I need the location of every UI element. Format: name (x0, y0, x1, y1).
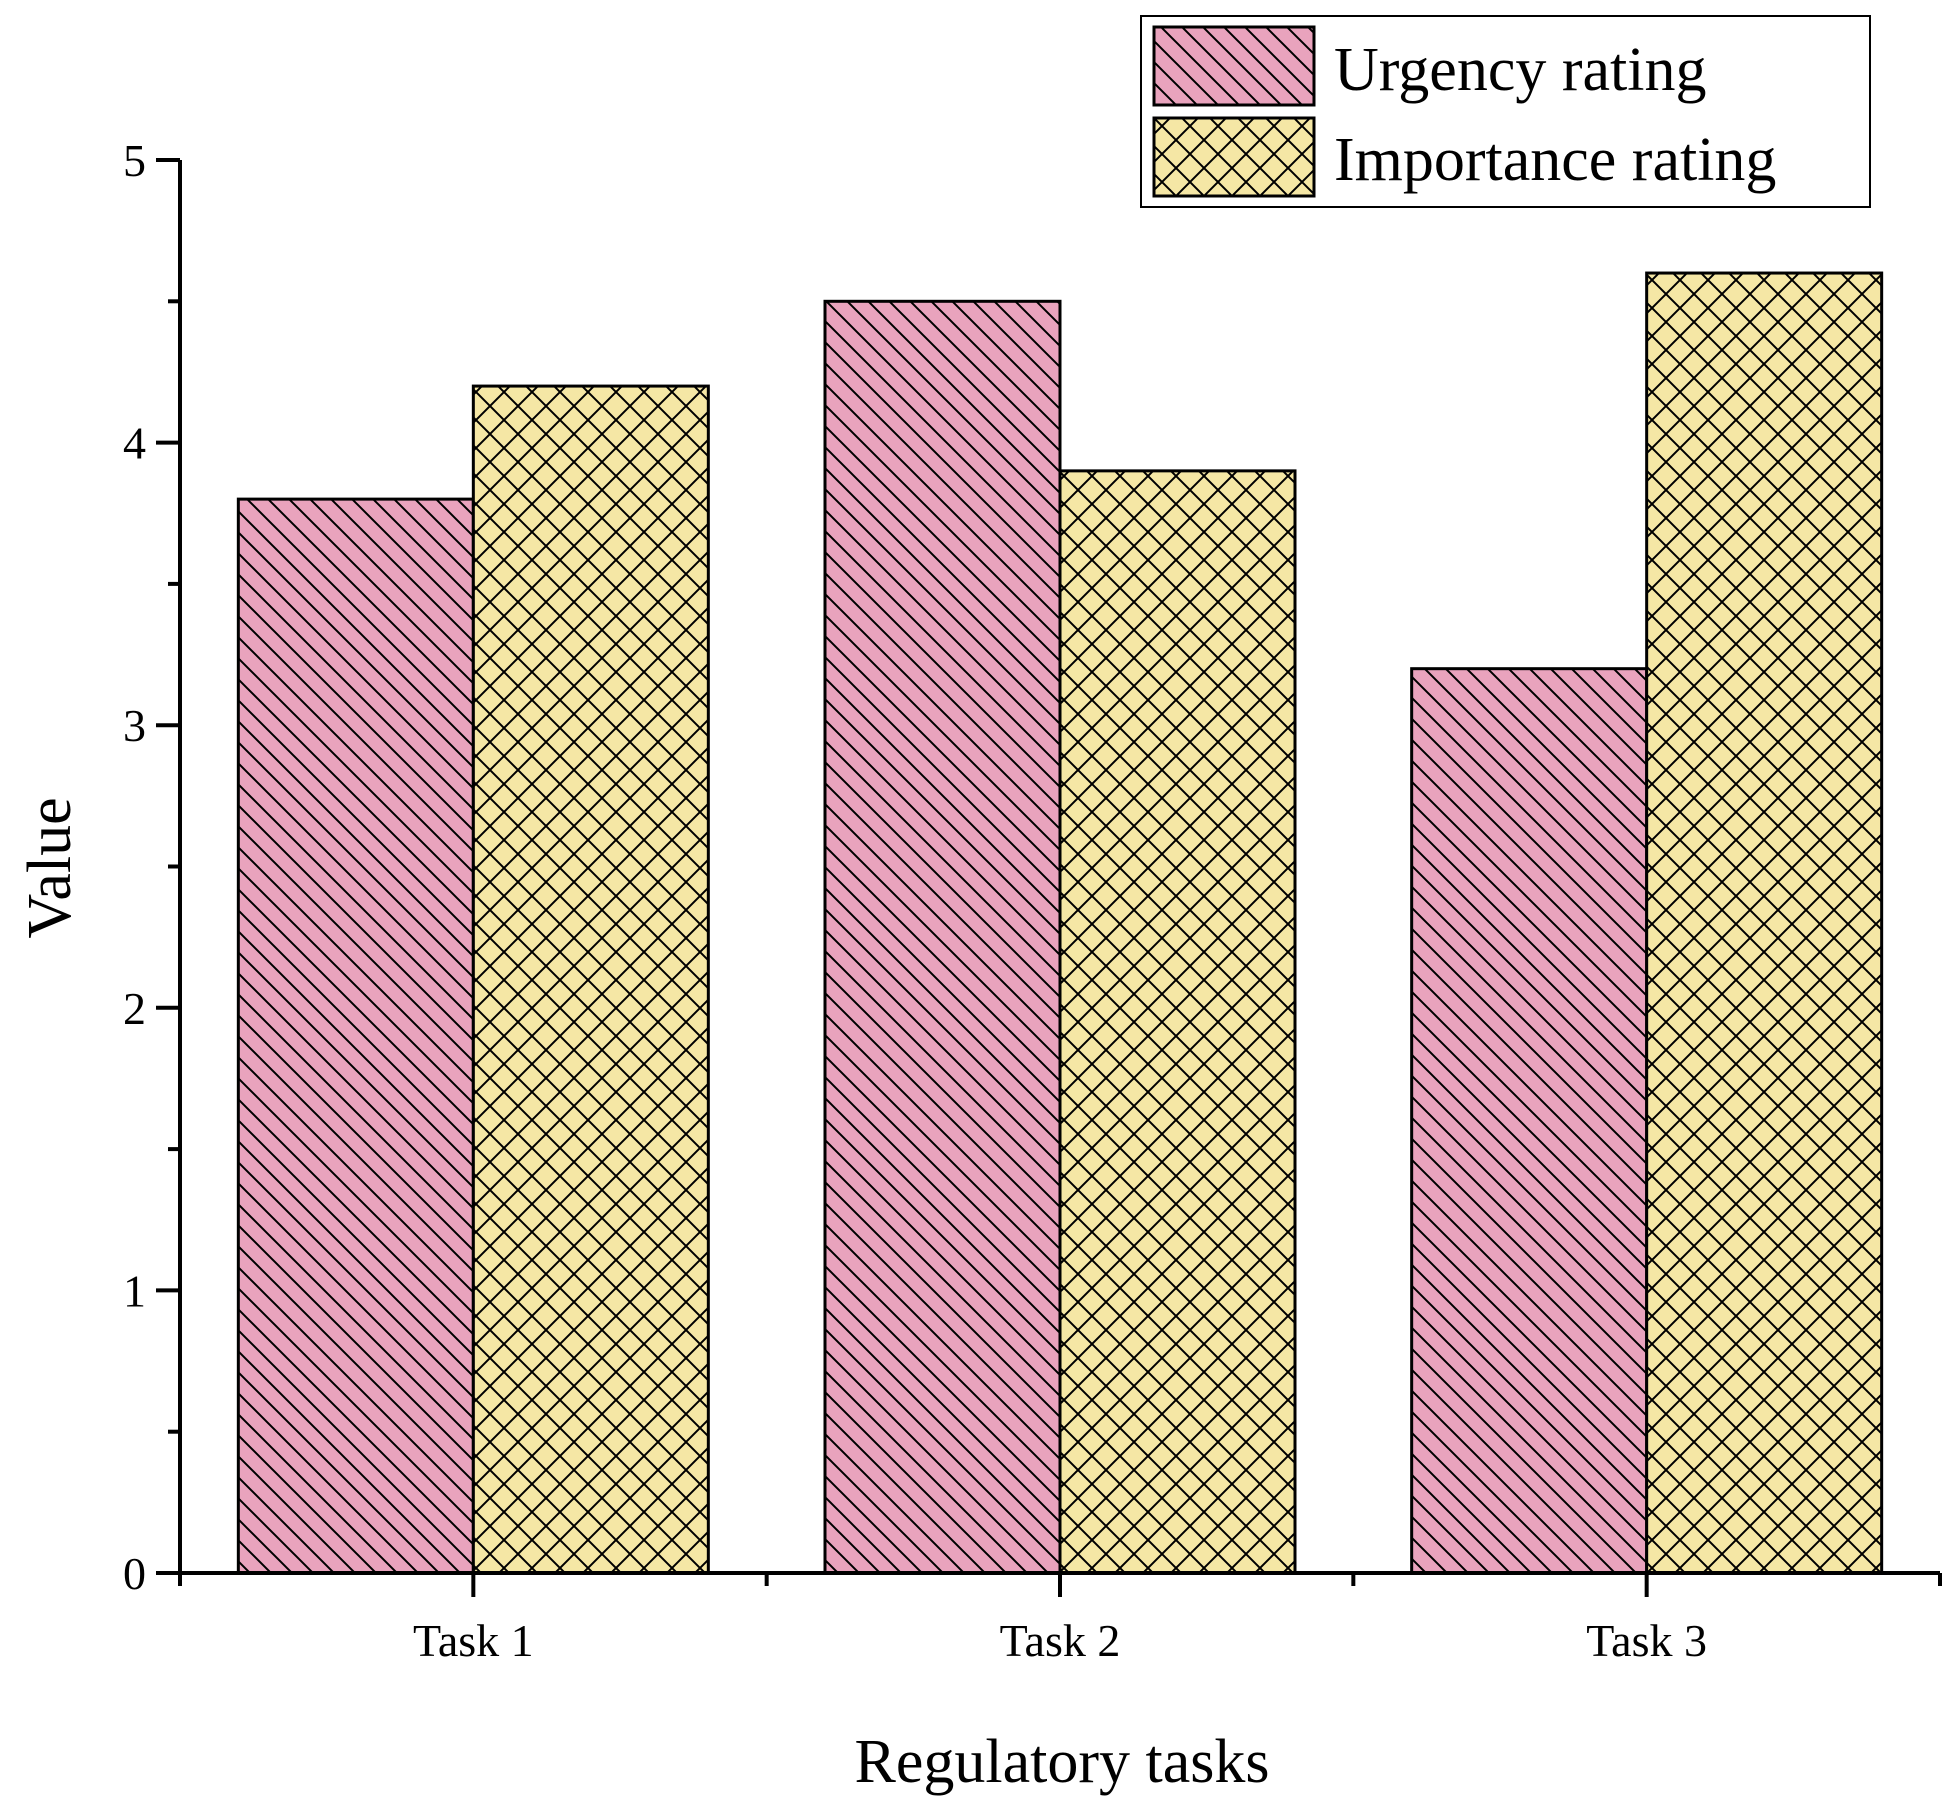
bar-urgency-task-3 (1410, 667, 1649, 1575)
legend-swatch-urgency (1152, 25, 1316, 107)
legend-label-urgency: Urgency rating (1334, 36, 1706, 104)
x-tick-label: Task 1 (413, 1615, 534, 1666)
y-axis-title: Value (16, 797, 84, 938)
x-tick-label: Task 3 (1586, 1615, 1707, 1666)
y-tick-label: 2 (123, 983, 146, 1034)
y-tick-label: 5 (123, 135, 146, 186)
bar-importance-task-1 (471, 384, 710, 1575)
legend-swatch-importance (1152, 116, 1316, 198)
y-tick-label: 4 (123, 418, 146, 469)
bar-urgency-task-2 (823, 299, 1062, 1575)
legend-label-importance: Importance rating (1334, 126, 1776, 194)
y-tick-label: 1 (123, 1265, 146, 1316)
bar-importance-task-3 (1645, 271, 1884, 1575)
y-tick-label: 0 (123, 1548, 146, 1599)
x-tick-label: Task 2 (1000, 1615, 1121, 1666)
bar-urgency-task-1 (236, 497, 475, 1575)
axes-layer: 0 1 2 3 4 5 Task 1 Task 2 Task 3 (123, 135, 1942, 1666)
x-axis-title: Regulatory tasks (855, 1728, 1270, 1796)
bars-layer (236, 271, 1884, 1575)
y-tick-label: 3 (123, 700, 146, 751)
legend: Urgency rating Importance rating (1140, 15, 1871, 208)
bar-importance-task-2 (1058, 469, 1297, 1575)
